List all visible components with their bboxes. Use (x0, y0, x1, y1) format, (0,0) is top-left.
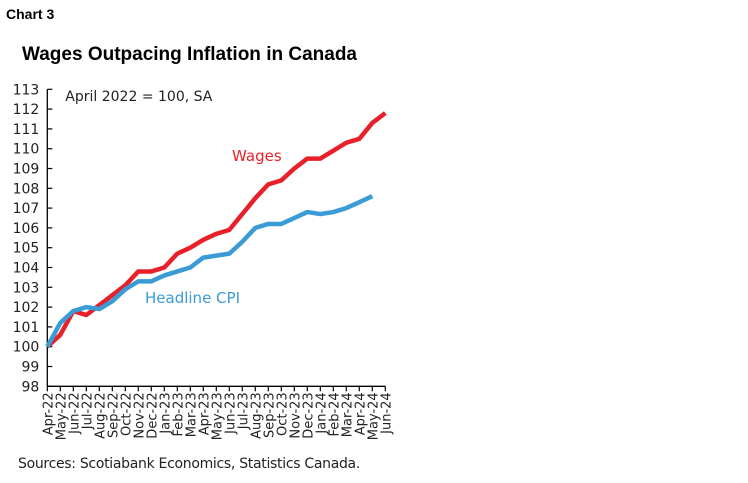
series-label-wages: Wages (232, 147, 282, 165)
y-tick-label: 110 (13, 142, 40, 158)
x-tick-label: Jun-22 (67, 392, 82, 435)
x-tick-label: Feb-23 (171, 392, 186, 436)
x-tick-label: Oct-22 (119, 392, 134, 436)
series-line-headline-cpi (45, 194, 374, 348)
annotation: April 2022 = 100, SA (65, 89, 212, 105)
x-tick-label: Jul-23 (236, 392, 251, 430)
x-tick-label: Jan-23 (158, 392, 173, 434)
y-tick-label: 107 (13, 201, 40, 217)
x-tick-label: Apr-24 (353, 392, 368, 435)
x-tick-label: Nov-22 (132, 392, 147, 438)
y-tick-label: 113 (13, 82, 40, 98)
series-label-headline-cpi: Headline CPI (145, 289, 240, 307)
x-tick-label: Oct-23 (275, 392, 290, 436)
y-tick-label: 104 (13, 261, 40, 277)
x-tick-label: Jun-24 (379, 392, 394, 435)
y-tick-label: 105 (13, 241, 40, 257)
x-tick-label: Apr-22 (41, 392, 56, 435)
y-tick-label: 98 (21, 379, 39, 395)
series-line-wages (45, 111, 387, 349)
source-note: Sources: Scotiabank Economics, Statistic… (18, 456, 360, 472)
x-tick-label: Mar-24 (340, 392, 355, 437)
y-tick-label: 102 (13, 300, 40, 316)
x-tick-label: Nov-23 (288, 392, 303, 438)
x-tick-label: Mar-23 (184, 392, 199, 437)
y-tick-label: 108 (13, 181, 40, 197)
x-tick-label: Sep-22 (106, 392, 121, 438)
y-tick-label: 106 (13, 221, 40, 237)
x-tick-label: Jan-24 (314, 392, 329, 434)
x-tick-label: May-23 (210, 392, 225, 440)
y-tick-label: 112 (13, 102, 40, 118)
x-tick-label: Feb-24 (327, 392, 342, 436)
x-tick-label: Jun-23 (223, 392, 238, 435)
chart-label: Chart 3 (6, 6, 55, 22)
x-tick-label: Aug-23 (249, 392, 264, 439)
y-tick-label: 101 (13, 320, 40, 336)
y-tick-label: 99 (21, 360, 39, 376)
y-tick-label: 103 (13, 280, 40, 296)
x-tick-label: Aug-22 (93, 392, 108, 439)
y-tick-label: 111 (13, 122, 40, 138)
y-tick-label: 100 (13, 340, 40, 356)
x-tick-label: May-24 (366, 392, 381, 440)
x-tick-label: Sep-23 (262, 392, 277, 438)
chart-title: Wages Outpacing Inflation in Canada (22, 44, 357, 65)
x-tick-label: Dec-22 (145, 392, 160, 438)
x-tick-label: Jul-22 (80, 392, 95, 430)
x-tick-label: May-22 (54, 392, 69, 440)
x-tick-label: Apr-23 (197, 392, 212, 435)
x-tick-label: Dec-23 (301, 392, 316, 438)
y-tick-label: 109 (13, 162, 40, 178)
